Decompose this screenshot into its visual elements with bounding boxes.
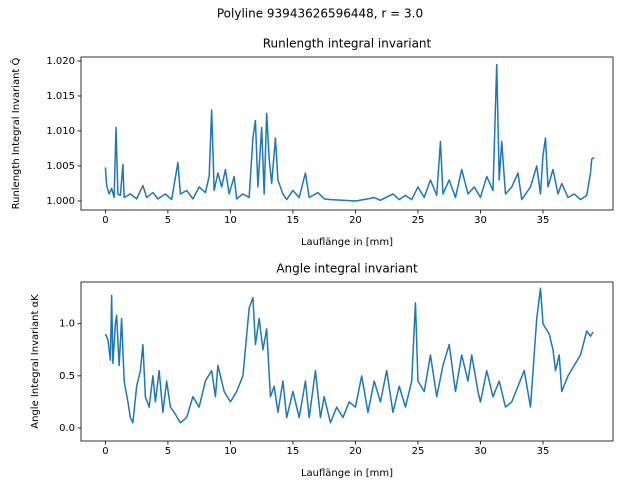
figure-title: Polyline 93943626596448, r = 3.0 [217, 7, 423, 21]
x-tick-label: 35 [537, 446, 550, 457]
x-tick-label: 20 [349, 446, 362, 457]
axes-frame [80, 281, 614, 442]
x-tick-label: 30 [474, 446, 487, 457]
x-tick-label: 25 [412, 446, 425, 457]
x-axis-label: Lauflänge in [mm] [301, 237, 393, 248]
x-tick-label: 0 [102, 446, 108, 457]
y-tick-label: 1.020 [46, 56, 75, 67]
data-line [104, 63, 595, 202]
y-tick-label: 0.5 [59, 371, 75, 382]
x-tick-label: 20 [349, 215, 362, 226]
axes-title: Runlength integral invariant [263, 37, 432, 51]
x-tick-label: 10 [224, 446, 237, 457]
y-tick-label: 0.0 [59, 423, 75, 434]
x-tick-label: 5 [165, 446, 171, 457]
y-tick-label: 1.000 [46, 196, 75, 207]
y-tick-label: 1.0 [59, 319, 75, 330]
y-tick-label: 1.015 [46, 91, 75, 102]
x-tick-label: 15 [287, 446, 300, 457]
y-tick-label: 1.005 [46, 161, 75, 172]
x-tick-label: 15 [287, 215, 300, 226]
axes-title: Angle integral invariant [276, 262, 418, 276]
x-tick-label: 5 [165, 215, 171, 226]
axes-frame [80, 56, 614, 211]
x-tick-label: 0 [102, 215, 108, 226]
x-tick-label: 30 [474, 215, 487, 226]
y-tick-label: 1.010 [46, 126, 75, 137]
x-tick-label: 35 [537, 215, 550, 226]
x-tick-label: 25 [412, 215, 425, 226]
data-line [104, 287, 594, 424]
x-tick-label: 10 [224, 215, 237, 226]
y-axis-label: Angle Integral Invariant αK [30, 294, 41, 429]
x-axis-label: Lauflänge in [mm] [301, 468, 393, 479]
y-axis-label: Runlength Integral Invariant Q̂ [9, 57, 22, 209]
